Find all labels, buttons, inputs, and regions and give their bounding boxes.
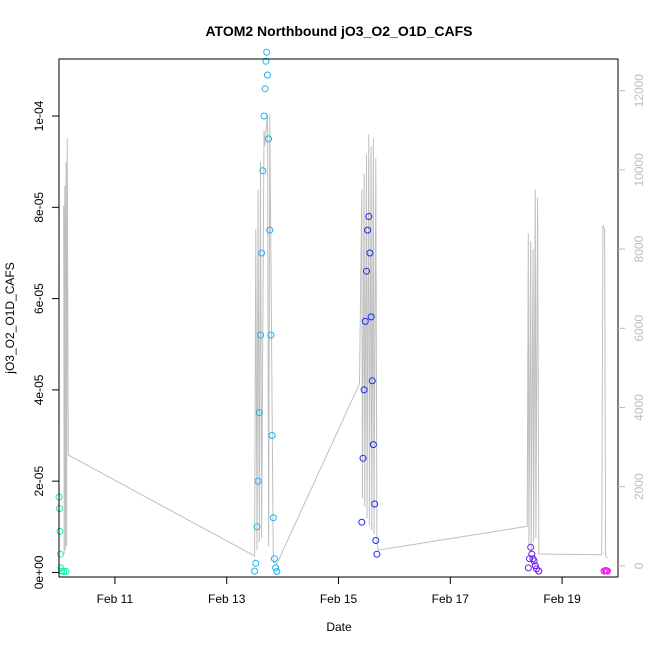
data-point-5-4: [604, 567, 611, 575]
y2-tick-label-4: 6000: [632, 315, 646, 342]
data-point-1-4: [56, 550, 64, 558]
data-point-3-10: [368, 377, 376, 385]
y-tick-label-6: 1e-04: [32, 100, 46, 131]
y2-tick-label-7: 12000: [632, 74, 646, 108]
y-tick-label-2: 2e-05: [32, 466, 46, 497]
data-point-2-20: [272, 564, 280, 572]
data-point-2-4: [254, 477, 262, 485]
data-point-3-3: [360, 386, 368, 394]
data-point-2-12: [263, 48, 271, 56]
y2-tick-label-2: 2000: [632, 473, 646, 500]
data-point-2-1: [251, 567, 259, 575]
altitude-layer: [63, 114, 608, 565]
x-tick-label-3: Feb 15: [320, 592, 358, 606]
y-tick-label-5: 8e-05: [32, 192, 46, 223]
data-point-3-9: [367, 313, 375, 321]
data-point-2-2: [252, 559, 260, 567]
y2-tick-label-3: 4000: [632, 394, 646, 421]
y-tick-label-4: 6e-05: [32, 283, 46, 314]
data-point-2-18: [269, 514, 277, 522]
data-point-2-9: [260, 112, 268, 120]
data-point-2-19: [270, 555, 278, 563]
axes-layer: Feb 11 Feb 13 Feb 15 Feb 17 Feb 19 0e+00 2e-05…: [32, 58, 646, 606]
data-point-4-1: [524, 564, 532, 572]
data-point-2-17: [268, 432, 276, 439]
data-point-4-3: [527, 543, 535, 551]
data-point-3-5: [363, 267, 370, 275]
data-point-3-13: [372, 537, 380, 544]
x-tick-label-2: Feb 13: [208, 592, 246, 606]
data-point-2-11: [262, 57, 270, 65]
data-point-2-21: [273, 568, 281, 575]
data-point-2-15: [266, 226, 274, 234]
y-tick-label-3: 4e-05: [32, 374, 46, 405]
data-point-4-6: [530, 557, 538, 565]
data-point-1-3: [56, 527, 64, 535]
y-axis-label: jO3_O2_O1D_CAFS: [3, 262, 17, 374]
x-tick-label-5: Feb 19: [543, 592, 581, 606]
data-point-2-7: [258, 249, 266, 257]
y2-tick-label-6: 10000: [632, 153, 646, 187]
y2-tick-label-5: 8000: [632, 235, 646, 262]
data-point-2-10: [261, 85, 269, 93]
data-point-3-4: [361, 317, 369, 325]
data-point-2-16: [267, 331, 275, 339]
data-point-3-2: [359, 454, 367, 462]
data-point-4-9: [535, 567, 543, 575]
data-point-2-8: [259, 167, 267, 175]
x-axis-label: Date: [326, 620, 352, 634]
data-point-2-14: [265, 135, 273, 143]
data-point-3-8: [366, 249, 374, 257]
x-tick-label-4: Feb 17: [432, 592, 470, 606]
data-point-3-7: [365, 213, 373, 220]
data-point-3-14: [373, 550, 381, 558]
data-point-2-5: [255, 409, 263, 417]
data-point-4-7: [531, 562, 539, 570]
data-point-3-12: [371, 500, 379, 508]
data-point-3-1: [358, 518, 366, 526]
data-point-1-7: [60, 568, 68, 575]
data-point-2-6: [257, 331, 264, 339]
x-tick-label-1: Feb 11: [97, 592, 134, 606]
data-point-2-3: [253, 523, 261, 531]
data-point-2-13: [264, 71, 271, 79]
data-point-3-6: [364, 226, 372, 234]
data-point-4-8: [533, 565, 540, 573]
y2-tick-label-1: 0: [632, 562, 646, 569]
altitude-line: [63, 114, 608, 565]
points-layer: [55, 48, 611, 575]
data-point-3-11: [369, 441, 377, 449]
y-tick-label-1: 0e+00: [32, 555, 46, 589]
data-point-4-4: [528, 550, 536, 558]
data-point-1-8: [62, 568, 70, 575]
chart-title: ATOM2 Northbound jO3_O2_O1D_CAFS: [205, 23, 472, 39]
